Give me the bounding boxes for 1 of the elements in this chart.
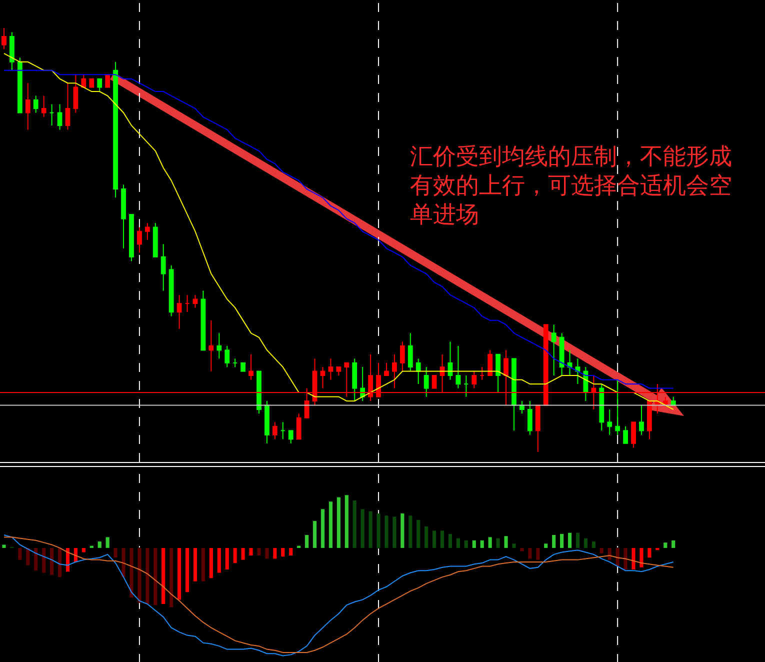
annotation: 汇价受到均线的压制，不能形成有效的上行，可选择合适机会空单进场 <box>410 143 733 230</box>
